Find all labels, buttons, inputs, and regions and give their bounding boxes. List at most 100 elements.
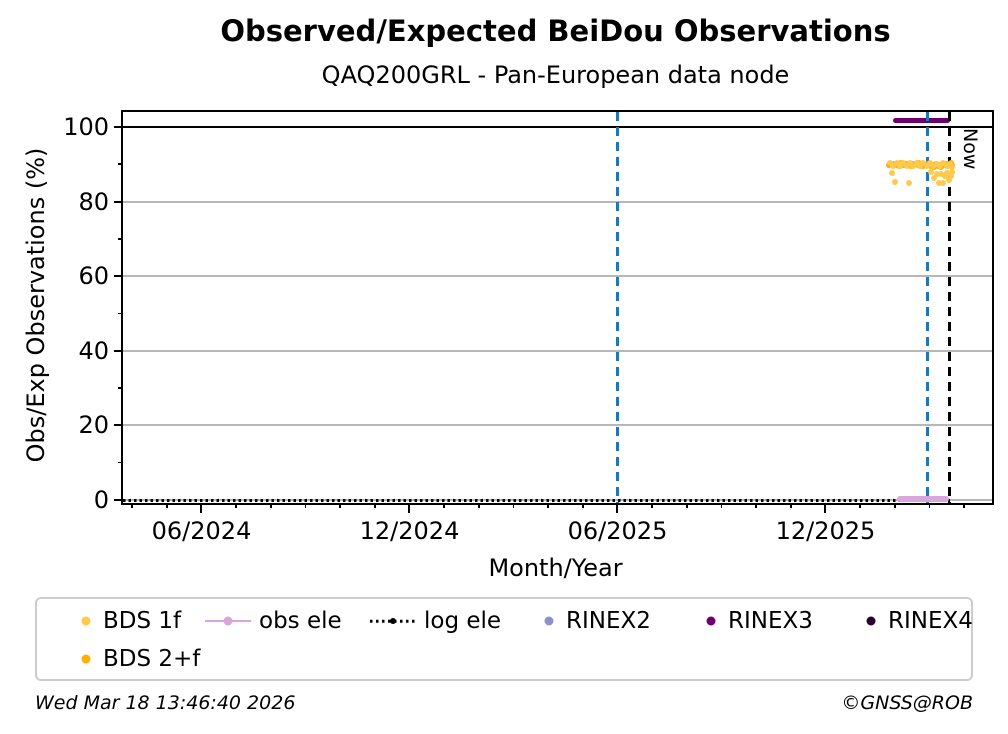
x-minor-tick — [270, 503, 272, 508]
point-bds-1f — [940, 180, 947, 187]
x-tick — [824, 503, 827, 513]
x-minor-tick — [443, 503, 445, 508]
y-minor-tick — [118, 238, 123, 240]
x-minor-tick — [166, 503, 168, 508]
legend-item-bds-1f: BDS 1f — [77, 606, 181, 636]
segment-log-ele — [123, 498, 950, 502]
chart-subtitle: QAQ200GRL - Pan-European data node — [321, 61, 790, 89]
point-bds-1f — [920, 160, 927, 167]
log-ele-dotted-line-icon — [370, 606, 416, 636]
point-bds-1f — [913, 160, 920, 167]
obs-ele-line-dot-icon — [205, 606, 251, 636]
point-bds-1f — [942, 173, 949, 180]
point-bds-1f — [893, 160, 900, 167]
x-minor-tick — [339, 503, 341, 508]
point-bds-1f — [936, 179, 943, 186]
gridline — [123, 349, 992, 352]
legend-label-rinex4: RINEX4 — [888, 608, 973, 634]
point-bds-1f — [907, 160, 914, 167]
x-tick — [616, 503, 619, 513]
hline-100 — [123, 125, 992, 129]
point-bds-1f — [927, 160, 934, 167]
y-tick — [114, 200, 123, 203]
gridline — [123, 200, 992, 203]
bds-2f-dot-icon — [77, 644, 95, 674]
y-axis-label: Obs/Exp Observations (%) — [22, 147, 50, 463]
legend-label-bds-1f: BDS 1f — [103, 608, 182, 634]
y-tick-label: 60 — [78, 262, 109, 291]
point-bds-1f — [927, 169, 934, 176]
x-minor-tick — [755, 503, 757, 508]
y-minor-tick — [118, 387, 123, 389]
gridline — [123, 424, 992, 427]
x-minor-tick — [686, 503, 688, 508]
x-minor-tick — [928, 503, 931, 508]
point-bds-1f — [946, 176, 953, 183]
x-minor-tick — [304, 503, 307, 508]
x-minor-tick — [720, 503, 723, 508]
rinex4-dot-icon — [862, 606, 880, 636]
x-tick — [408, 503, 411, 513]
y-tick-label: 80 — [78, 187, 109, 216]
legend: BDS 1f obs ele log ele RINEX2 RINEX3 RIN… — [35, 597, 973, 681]
x-tick — [200, 503, 203, 513]
y-tick-label: 40 — [78, 336, 109, 365]
x-minor-tick — [235, 503, 237, 508]
point-bds-1f — [900, 160, 907, 167]
point-bds-1f — [938, 171, 945, 178]
marker-line-jun-2025 — [615, 112, 619, 503]
point-bds-1f — [906, 180, 913, 187]
x-minor-tick — [582, 503, 584, 508]
point-bds-1f — [923, 163, 930, 170]
y-tick-label: 20 — [78, 411, 109, 440]
chart-title: Observed/Expected BeiDou Observations — [220, 14, 891, 48]
legend-label-log-ele: log ele — [424, 608, 502, 634]
copyright: ©GNSS@ROB — [841, 692, 973, 714]
y-tick-label: 0 — [93, 486, 109, 514]
legend-label-rinex3: RINEX3 — [728, 608, 813, 634]
y-tick — [114, 424, 123, 427]
x-tick-label: 06/2025 — [567, 517, 668, 545]
point-bds-1f — [940, 160, 947, 167]
rinex3-dot-icon — [702, 606, 720, 636]
point-bds-1f — [890, 163, 897, 170]
point-bds-1f — [934, 170, 941, 177]
point-bds-1f — [937, 163, 943, 170]
point-bds-1f — [933, 160, 940, 167]
point-bds-1f — [892, 178, 899, 185]
point-bds-1f — [949, 169, 956, 176]
legend-item-log-ele: log ele — [370, 606, 501, 636]
legend-item-rinex4: RINEX4 — [862, 606, 973, 636]
y-tick — [114, 499, 123, 501]
legend-item-bds-2f: BDS 2+f — [77, 644, 200, 674]
x-minor-tick — [894, 503, 896, 508]
y-tick — [114, 349, 123, 352]
marker-line-latest-data — [926, 112, 930, 503]
x-minor-tick — [374, 503, 376, 508]
segment-rinex3 — [892, 117, 951, 123]
y-tick — [114, 125, 123, 128]
point-bds-1f — [944, 170, 951, 177]
y-minor-tick — [118, 312, 123, 315]
point-bds-1f — [888, 170, 895, 177]
legend-label-obs-ele: obs ele — [259, 608, 342, 634]
point-bds-1f — [930, 162, 937, 169]
x-minor-tick — [859, 503, 861, 508]
now-line — [948, 112, 952, 503]
point-bds-1f — [903, 163, 910, 170]
legend-label-rinex2: RINEX2 — [566, 608, 651, 634]
now-annotation: Now — [958, 128, 981, 170]
bds-1f-dot-icon — [77, 606, 95, 636]
x-minor-tick — [478, 503, 480, 508]
x-minor-tick — [512, 503, 515, 508]
legend-item-rinex3: RINEX3 — [702, 606, 813, 636]
x-tick-label: 06/2024 — [151, 517, 252, 545]
y-minor-tick — [118, 461, 123, 464]
legend-item-obs-ele: obs ele — [205, 606, 342, 636]
point-bds-1f — [949, 163, 956, 170]
x-minor-tick — [547, 503, 549, 508]
legend-label-bds-2f: BDS 2+f — [103, 646, 201, 672]
y-tick-label: 100 — [63, 112, 109, 141]
x-minor-tick — [651, 503, 653, 508]
y-minor-tick — [118, 163, 123, 165]
